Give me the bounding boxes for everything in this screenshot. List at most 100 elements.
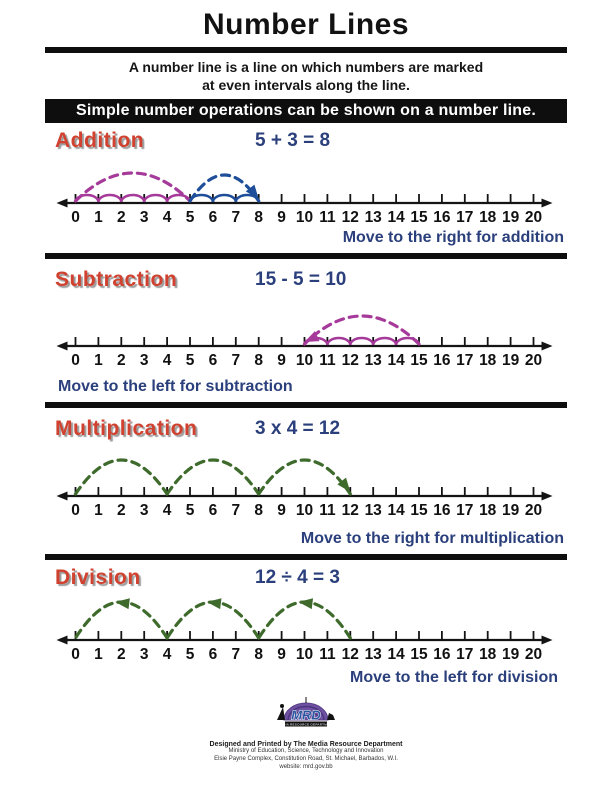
svg-text:17: 17: [456, 502, 473, 519]
svg-text:11: 11: [319, 646, 336, 663]
svg-text:13: 13: [365, 209, 383, 226]
svg-text:14: 14: [387, 646, 405, 663]
svg-text:12: 12: [342, 502, 359, 519]
svg-text:16: 16: [433, 352, 451, 369]
svg-text:16: 16: [433, 502, 451, 519]
svg-text:7: 7: [231, 352, 240, 369]
svg-text:16: 16: [433, 209, 451, 226]
svg-text:18: 18: [479, 646, 497, 663]
section-multiplication: Multiplication 3 x 4 = 12 0 1 2 3 4 5 6 7 8 9 10 11…: [0, 417, 612, 548]
mrd-logo: MRD MEDIA RESOURCE DEPARTMENT: [277, 697, 335, 727]
multiplication-number-line: 0 1 2 3 4 5 6 7 8 9 10 11 12 13 14 15 16 17 18 19 20: [56, 458, 553, 519]
credit-line-website: website: mrd.gov.bb: [279, 763, 333, 770]
svg-text:20: 20: [525, 502, 542, 519]
subtraction-equation: 15 - 5 = 10: [255, 269, 347, 291]
svg-text:6: 6: [209, 209, 218, 226]
logo-banner-text: MEDIA RESOURCE DEPARTMENT: [278, 723, 334, 727]
svg-text:14: 14: [387, 209, 405, 226]
svg-text:14: 14: [387, 502, 405, 519]
svg-text:4: 4: [163, 352, 172, 369]
svg-text:10: 10: [296, 352, 313, 369]
svg-text:13: 13: [365, 352, 383, 369]
svg-text:11: 11: [319, 209, 336, 226]
svg-text:7: 7: [231, 209, 240, 226]
addition-number-line: 0 1 2 3 4 5 6 7 8 9 10 11 12 13 14 15 16 17 18 19 20: [56, 171, 553, 226]
svg-text:13: 13: [365, 646, 383, 663]
credit-line-address: Elsie Payne Complex, Constitution Road, …: [214, 756, 398, 763]
svg-text:20: 20: [525, 352, 542, 369]
svg-text:3: 3: [140, 502, 149, 519]
svg-text:10: 10: [296, 209, 313, 226]
multiplication-equation: 3 x 4 = 12: [255, 418, 341, 440]
division-number-line: 0 1 2 3 4 5 6 7 8 9 10 11 12 13 14 15 16 17 18 19 20: [56, 598, 553, 663]
svg-text:18: 18: [479, 352, 497, 369]
svg-text:7: 7: [231, 646, 240, 663]
svg-text:12: 12: [342, 352, 359, 369]
svg-text:8: 8: [254, 502, 263, 519]
svg-text:3: 3: [140, 352, 149, 369]
svg-text:5: 5: [186, 646, 195, 663]
subtraction-title: Subtraction: [55, 268, 178, 292]
svg-text:12: 12: [342, 646, 359, 663]
svg-text:2: 2: [117, 646, 126, 663]
svg-text:18: 18: [479, 502, 497, 519]
section-addition: Addition 5 + 3 = 8 0 1 2 3 4 5 6 7 8 9 10 11 12 13 14 1…: [0, 129, 612, 247]
svg-text:19: 19: [502, 502, 520, 519]
multiplication-title: Multiplication: [55, 417, 198, 441]
svg-text:5: 5: [186, 209, 195, 226]
credit-line-bold: Designed and Printed by The Media Resour…: [209, 741, 403, 749]
multiplication-direction-note: Move to the right for multiplication: [300, 530, 564, 548]
svg-text:15: 15: [410, 352, 428, 369]
svg-text:11: 11: [319, 502, 336, 519]
page-title: Number Lines: [202, 8, 410, 41]
svg-text:4: 4: [163, 502, 172, 519]
svg-text:12: 12: [342, 209, 359, 226]
title-rule: [45, 47, 567, 53]
division-title: Division: [55, 566, 141, 590]
section-division: Division 12 ÷ 4 = 3 0 1 2 3 4 5 6 7 8 9 10 11 12 13 14…: [0, 566, 612, 687]
svg-text:1: 1: [94, 646, 103, 663]
svg-text:0: 0: [71, 352, 80, 369]
svg-text:5: 5: [186, 352, 195, 369]
svg-text:9: 9: [277, 352, 286, 369]
subtraction-direction-note: Move to the left for subtraction: [58, 378, 293, 396]
addition-direction-note: Move to the right for addition: [342, 229, 564, 247]
svg-text:0: 0: [71, 502, 80, 519]
separator: [45, 253, 567, 260]
svg-text:2: 2: [117, 352, 126, 369]
svg-text:9: 9: [277, 209, 286, 226]
description: A number line is a line on which numbers…: [0, 58, 612, 94]
svg-text:8: 8: [254, 209, 263, 226]
svg-text:20: 20: [525, 646, 542, 663]
svg-text:6: 6: [209, 502, 218, 519]
svg-text:3: 3: [140, 209, 149, 226]
svg-text:8: 8: [254, 646, 263, 663]
addition-equation: 5 + 3 = 8: [255, 130, 331, 152]
svg-text:17: 17: [456, 352, 473, 369]
svg-text:0: 0: [71, 646, 80, 663]
tower-silhouette-icon: [277, 707, 285, 721]
svg-text:0: 0: [71, 209, 80, 226]
svg-text:2: 2: [117, 209, 126, 226]
intro-banner: Simple number operations can be shown on…: [45, 99, 567, 124]
credit-line-ministry: Ministry of Education, Science, Technolo…: [228, 748, 384, 755]
separator: [45, 554, 567, 561]
svg-text:6: 6: [209, 646, 218, 663]
section-subtraction: Subtraction 15 - 5 = 10 0 1 2 3 4 5 6 7 8 9 10 11 12…: [0, 268, 612, 396]
svg-text:10: 10: [296, 502, 313, 519]
svg-text:9: 9: [277, 502, 286, 519]
svg-text:19: 19: [502, 646, 520, 663]
svg-text:7: 7: [231, 502, 240, 519]
svg-text:16: 16: [433, 646, 451, 663]
svg-text:14: 14: [387, 352, 405, 369]
division-direction-note: Move to the left for division: [349, 669, 558, 687]
svg-text:1: 1: [94, 209, 103, 226]
svg-text:8: 8: [254, 352, 263, 369]
svg-text:4: 4: [163, 646, 172, 663]
svg-text:15: 15: [410, 209, 428, 226]
svg-text:9: 9: [277, 646, 286, 663]
footer: MRD MEDIA RESOURCE DEPARTMENT Designed a…: [0, 693, 612, 771]
svg-text:5: 5: [186, 502, 195, 519]
svg-text:18: 18: [479, 209, 497, 226]
svg-text:20: 20: [525, 209, 542, 226]
